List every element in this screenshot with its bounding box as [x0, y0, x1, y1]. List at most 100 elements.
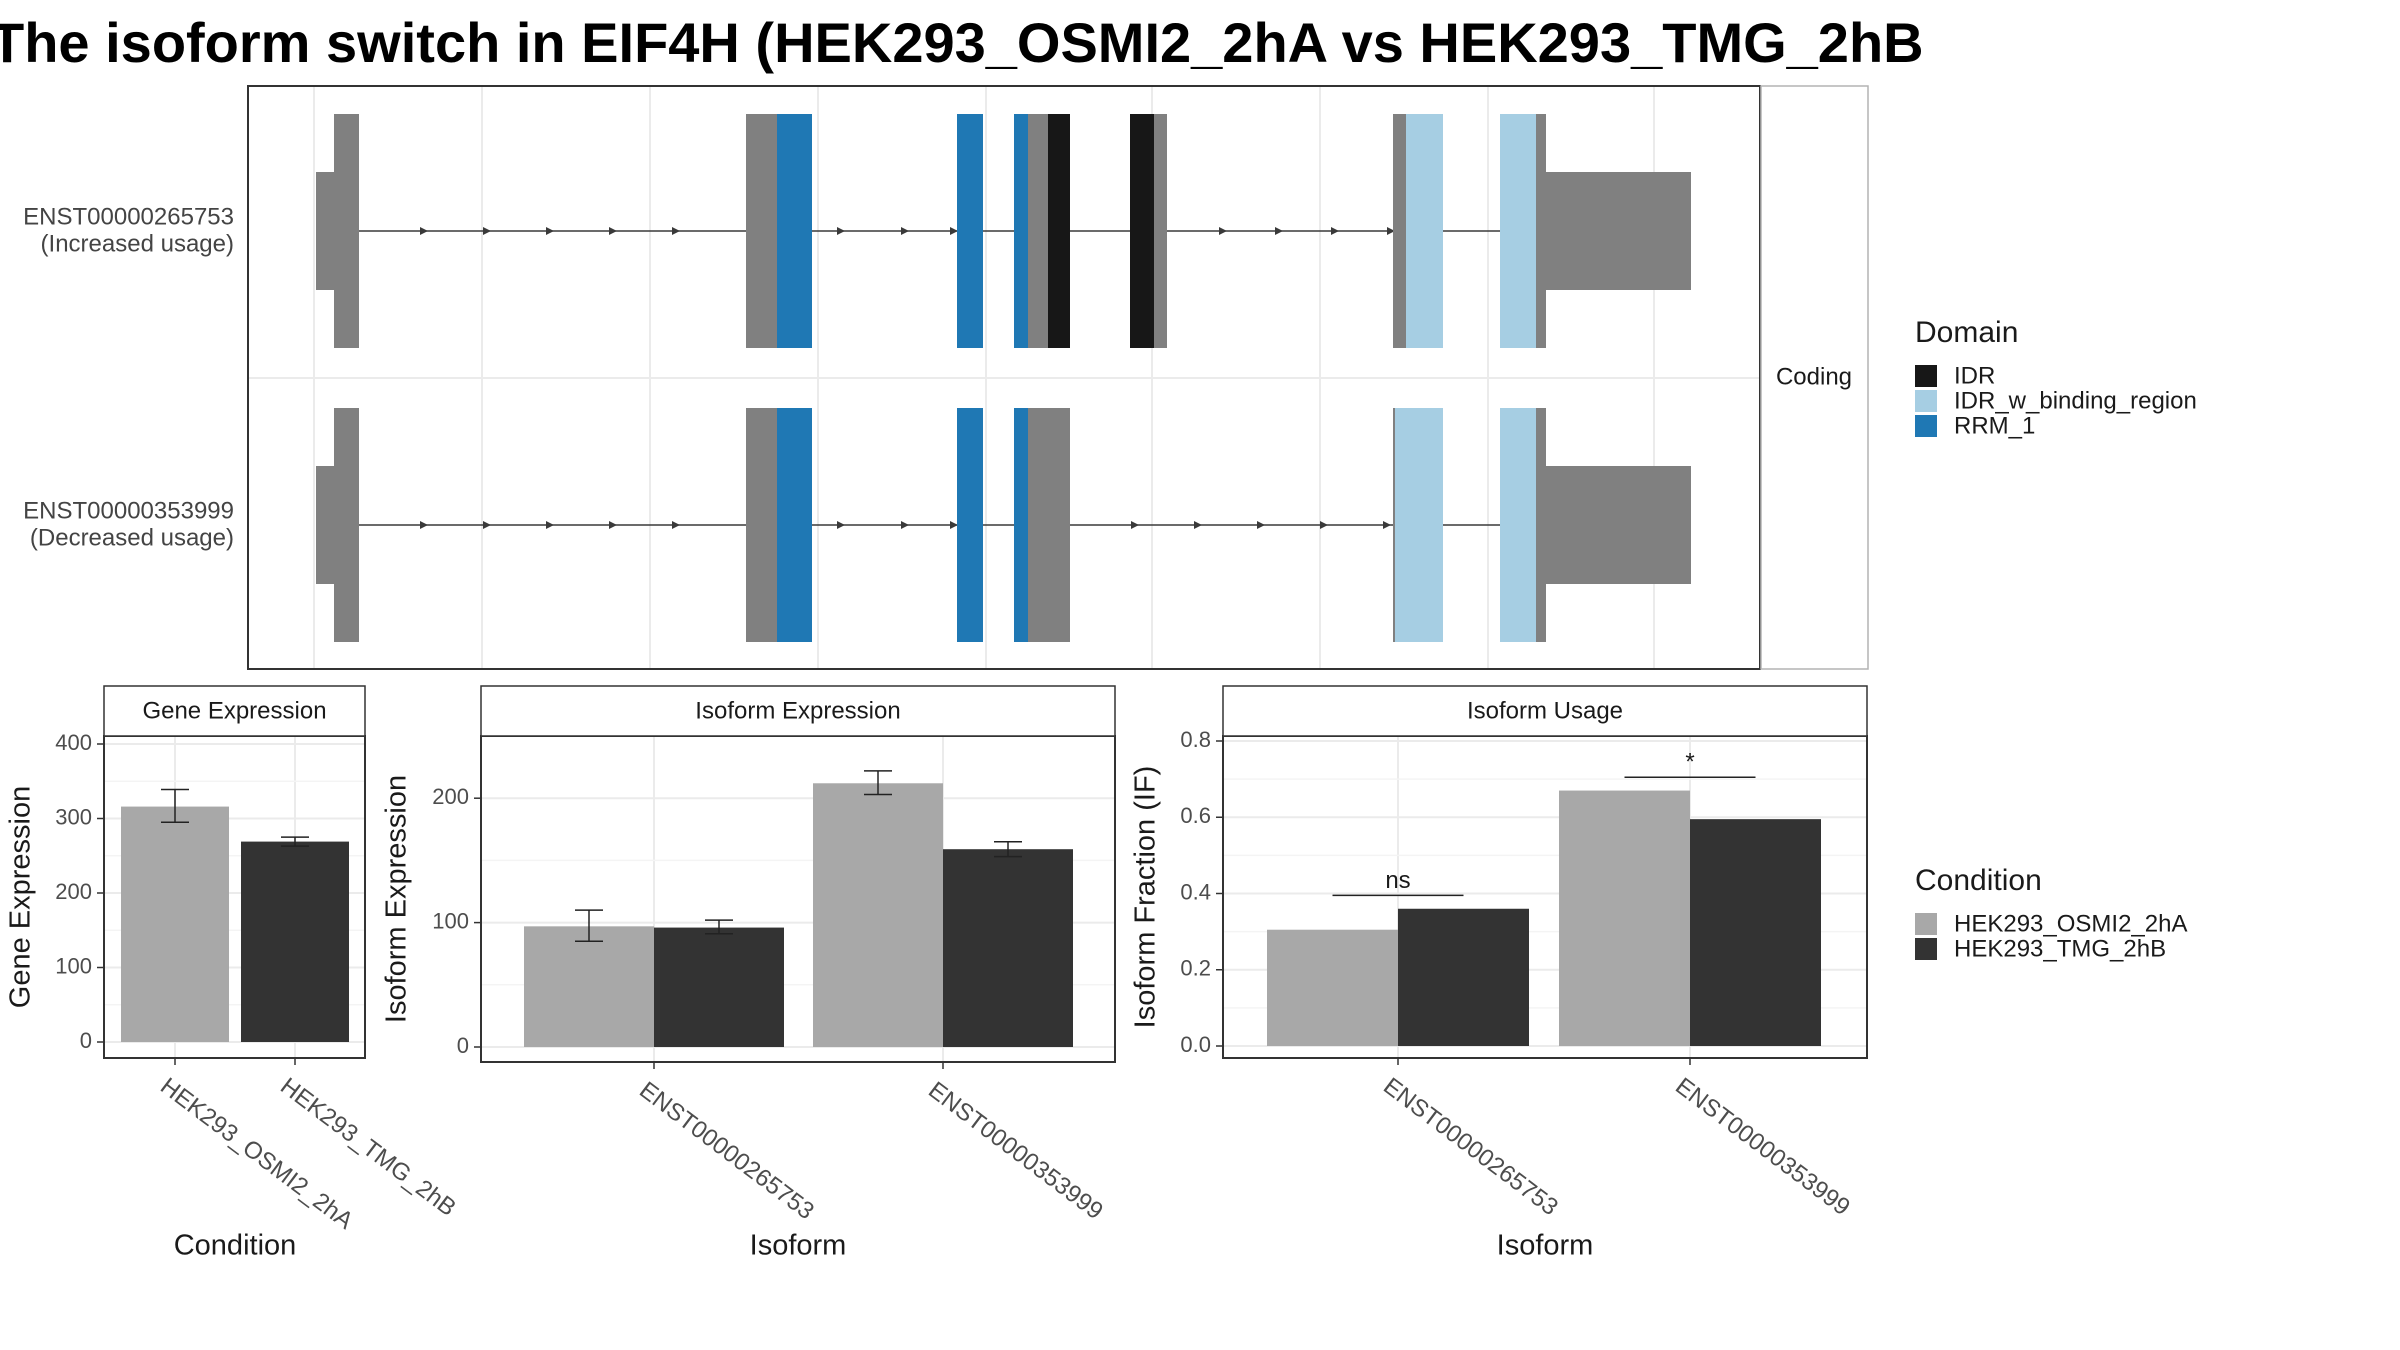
panel-1-y-tick-label: 200 [55, 879, 92, 904]
panel-3-y-tick-label: 0.0 [1180, 1032, 1211, 1057]
exon-segment [1406, 114, 1443, 348]
exon-segment [334, 408, 359, 642]
exon-segment [746, 114, 777, 348]
panel-3-bar [1690, 819, 1821, 1046]
strand-arrow [1331, 227, 1339, 235]
domain-legend-item-label: RRM_1 [1954, 412, 2035, 439]
panel-2-bar [943, 849, 1073, 1047]
domain-legend-key [1915, 415, 1937, 437]
plot-title: The isoform switch in EIF4H (HEK293_OSMI… [0, 8, 2400, 78]
panel-3-significance-label: ns [1385, 867, 1410, 894]
panel-1-y-tick-label: 400 [55, 730, 92, 755]
isoform-id-label: ENST00000265753 [23, 203, 234, 230]
panel-2-x-axis-title: Isoform [750, 1230, 847, 1262]
condition-legend-item-label: HEK293_OSMI2_2hA [1954, 910, 2187, 937]
panel-1-y-axis-title: Gene Expression [5, 786, 37, 1008]
exon-segment [1014, 114, 1028, 348]
strand-arrow [950, 227, 958, 235]
exon-segment [957, 114, 983, 348]
panel-2-bar [524, 926, 654, 1047]
strand-arrow [901, 521, 909, 529]
strand-arrow [950, 521, 958, 529]
facet-label-coding: Coding [1776, 363, 1852, 390]
structure-panel-border [247, 85, 1761, 670]
panel-2-bar [813, 783, 943, 1047]
strand-arrow [1257, 521, 1265, 529]
strand-arrow [672, 227, 680, 235]
panel-1-y-tick-label: 300 [55, 804, 92, 829]
exon-segment [316, 172, 334, 290]
exon-segment [1028, 114, 1048, 348]
utr-3prime [1546, 466, 1691, 584]
domain-legend-key [1915, 365, 1937, 387]
panel-2-y-tick-label: 200 [432, 784, 469, 809]
plot-title-text: The isoform switch in EIF4H (HEK293_OSMI… [0, 11, 1924, 74]
panel-2-y-tick-label: 100 [432, 908, 469, 933]
strand-arrow [901, 227, 909, 235]
strand-arrow [672, 521, 680, 529]
panel-1-bar [241, 841, 349, 1042]
panel-3-y-axis-title: Isoform Fraction (IF) [1130, 766, 1162, 1029]
isoform-usage-note: (Decreased usage) [30, 524, 234, 551]
condition-legend-item-label: HEK293_TMG_2hB [1954, 935, 2166, 962]
isoform-usage-note: (Increased usage) [41, 230, 234, 257]
panel-3-x-tick-label: ENST00000265753 [1378, 1073, 1563, 1221]
exon-segment [1154, 114, 1167, 348]
exon-segment [1393, 408, 1395, 642]
exon-segment [1536, 408, 1546, 642]
panel-2-strip [480, 685, 1116, 737]
condition-legend-key [1915, 938, 1937, 960]
panel-3-y-tick-label: 0.6 [1180, 803, 1211, 828]
exon-segment [316, 466, 334, 584]
exon-segment [1130, 114, 1154, 348]
panel-3-x-tick-label: ENST00000353999 [1670, 1073, 1855, 1221]
domain-legend-title: Domain [1915, 316, 2018, 349]
exon-segment [1028, 408, 1070, 642]
exon-segment [957, 408, 983, 642]
exon-segment [1500, 408, 1536, 642]
strand-arrow [1387, 227, 1395, 235]
panel-1-bar [121, 806, 229, 1042]
isoform-id-label: ENST00000353999 [23, 497, 234, 524]
panel-3-y-tick-label: 0.8 [1180, 727, 1211, 752]
panel-3-y-tick-label: 0.2 [1180, 956, 1211, 981]
panel-2-y-axis-title: Isoform Expression [381, 775, 413, 1023]
condition-legend-title: Condition [1915, 864, 2042, 897]
panel-1-strip [103, 685, 366, 737]
panel-1-strip-title: Gene Expression [142, 697, 326, 724]
exon-segment [1048, 114, 1070, 348]
strand-arrow [1131, 521, 1139, 529]
exon-segment [1500, 114, 1536, 348]
facet-strip [1760, 85, 1869, 670]
exon-segment [1014, 408, 1028, 642]
panel-1-y-tick-label: 100 [55, 953, 92, 978]
strand-arrow [1383, 521, 1391, 529]
panel-1-x-tick-label: HEK293_OSMI2_2hA [155, 1073, 358, 1235]
domain-legend-key [1915, 390, 1937, 412]
panel-3-x-axis-title: Isoform [1497, 1230, 1594, 1262]
strand-arrow [1219, 227, 1227, 235]
strand-arrow [420, 227, 428, 235]
exon-segment [777, 408, 812, 642]
strand-arrow [483, 227, 491, 235]
panel-3-strip-title: Isoform Usage [1467, 697, 1623, 724]
strand-arrow [837, 521, 845, 529]
strand-arrow [837, 227, 845, 235]
condition-legend-key [1915, 913, 1937, 935]
panel-3-bar [1267, 929, 1398, 1046]
panel-2-strip-title: Isoform Expression [695, 697, 900, 724]
utr-3prime [1546, 172, 1691, 290]
panel-2-x-tick-label: ENST00000265753 [634, 1077, 819, 1225]
exon-segment [746, 408, 777, 642]
exon-segment [777, 114, 812, 348]
panel-3-y-tick-label: 0.4 [1180, 879, 1211, 904]
panel-1-y-tick-label: 0 [80, 1028, 92, 1053]
panel-3-strip [1222, 685, 1868, 737]
panel-2-bar [654, 927, 784, 1047]
strand-arrow [1194, 521, 1202, 529]
strand-arrow [1275, 227, 1283, 235]
panel-2-x-tick-label: ENST00000353999 [923, 1077, 1108, 1225]
panel-3-significance-label: * [1685, 749, 1694, 776]
strand-arrow [420, 521, 428, 529]
